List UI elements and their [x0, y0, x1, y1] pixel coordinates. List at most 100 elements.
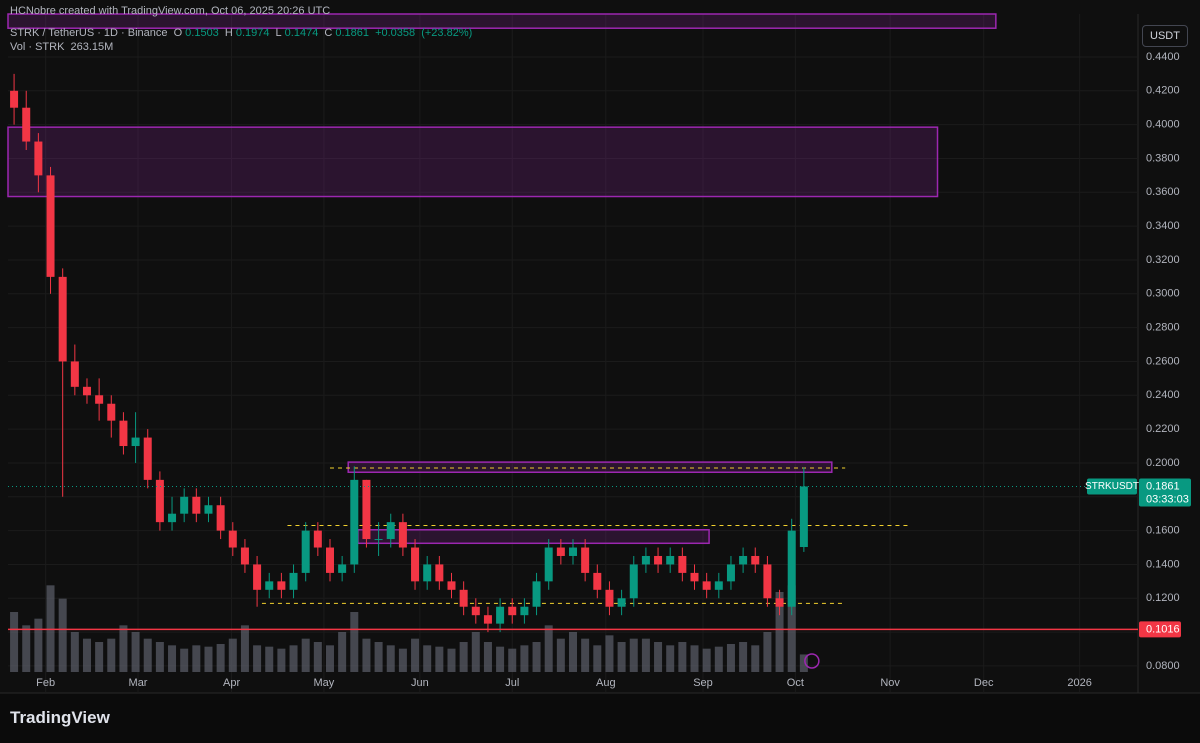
candle-body [690, 572, 699, 582]
volume-bar [654, 642, 663, 672]
volume-bar [374, 642, 383, 672]
volume-bar [240, 625, 249, 672]
candle-body [338, 564, 347, 573]
volume-bar [447, 648, 456, 672]
volume-bar [775, 592, 784, 672]
candle-body [471, 606, 480, 616]
volume-bar [641, 638, 650, 672]
candle-body [799, 486, 808, 548]
candle-body [253, 564, 262, 590]
volume-bar [763, 632, 772, 672]
volume-bar [34, 618, 43, 672]
volume-bar [386, 645, 395, 672]
volume-bar [751, 645, 760, 672]
volume-bar [617, 642, 626, 672]
volume-bar [350, 612, 359, 672]
volume-bar [678, 642, 687, 672]
y-tick-label: 0.1600 [1146, 525, 1180, 537]
candle-body [46, 175, 55, 277]
volume-bar [544, 625, 553, 672]
candle-body [192, 496, 201, 514]
zone [7, 126, 939, 198]
candle-body [350, 479, 359, 565]
volume-bar [70, 632, 79, 672]
ohlc-value: 0.1974 [235, 27, 270, 39]
credit: HCNobre created with TradingView.com, Oc… [10, 5, 331, 17]
volume-bar [532, 642, 541, 672]
candle-body [569, 547, 577, 556]
y-tick-label: 0.3400 [1146, 220, 1180, 232]
y-tick-label: 0.2200 [1146, 423, 1180, 435]
candle-body [666, 555, 675, 565]
price-label: 0.1861 [1146, 480, 1180, 492]
y-tick-label: 0.3600 [1146, 186, 1180, 198]
candle-body [277, 581, 286, 590]
candle-body [520, 606, 529, 616]
candle-body [459, 589, 468, 607]
volume-bar [471, 632, 480, 672]
volume-bar [338, 632, 347, 672]
candle-body [362, 479, 371, 540]
volume-bar [799, 654, 808, 672]
volume-bar [629, 638, 638, 672]
volume-title: Vol · STRK [10, 41, 65, 53]
volume-bar [131, 632, 140, 672]
y-tick-label: 0.0800 [1146, 660, 1180, 672]
volume-bar [483, 642, 492, 672]
x-tick-label: Dec [974, 677, 994, 689]
volume-bar [143, 638, 152, 672]
volume-bar [605, 635, 614, 672]
candle-body [34, 141, 43, 176]
volume-bar [22, 625, 31, 672]
volume-bar [556, 638, 565, 672]
y-tick-label: 0.4000 [1146, 119, 1180, 131]
volume-bar [58, 598, 67, 672]
candle-body [204, 505, 213, 514]
candle-body [556, 547, 565, 556]
volume-bar [702, 648, 711, 672]
volume-bar [253, 645, 262, 672]
candle-body [180, 496, 189, 514]
x-tick-label: May [314, 677, 335, 689]
volume-bar [82, 638, 91, 672]
currency-button[interactable]: USDT [1142, 25, 1188, 47]
candle-body [544, 547, 553, 582]
y-tick-label: 0.3200 [1146, 254, 1180, 266]
x-tick-label: Mar [129, 677, 148, 689]
candle-body [228, 530, 237, 548]
candle-body [641, 555, 650, 565]
volume-bar [10, 612, 19, 672]
candle-body [386, 522, 395, 540]
support-label: 0.1016 [1146, 623, 1180, 635]
candle-body [508, 606, 517, 616]
alert-icon [804, 653, 820, 669]
candle-body [240, 547, 249, 565]
candle-body [739, 555, 748, 565]
ohlc-value: 0.1861 [335, 27, 369, 39]
y-tick-label: 0.2800 [1146, 322, 1180, 334]
volume-bar [435, 646, 444, 672]
candle-body [398, 522, 407, 548]
volume-bar [508, 648, 517, 672]
volume-bar [459, 642, 468, 672]
symbol-label: STRKUSDT [1085, 481, 1139, 492]
volume-bar [726, 644, 735, 672]
candle-body [605, 589, 614, 607]
candle-body [532, 581, 541, 607]
candle-body [763, 564, 772, 599]
volume-bar [423, 645, 432, 672]
ohlc-key: H [224, 27, 233, 39]
volume-bar [265, 646, 274, 672]
volume-bar [690, 645, 699, 672]
ohlc-value: 0.1474 [284, 27, 319, 39]
candle-body [435, 564, 444, 582]
legend-main: STRK / TetherUS · 1D · Binance O 0.1503 H… [10, 27, 475, 39]
volume-bar [277, 648, 286, 672]
volume-value: 263.15M [70, 41, 114, 53]
candle-body [131, 437, 140, 447]
candle-body [726, 564, 735, 582]
x-tick-label: Jun [411, 677, 429, 689]
